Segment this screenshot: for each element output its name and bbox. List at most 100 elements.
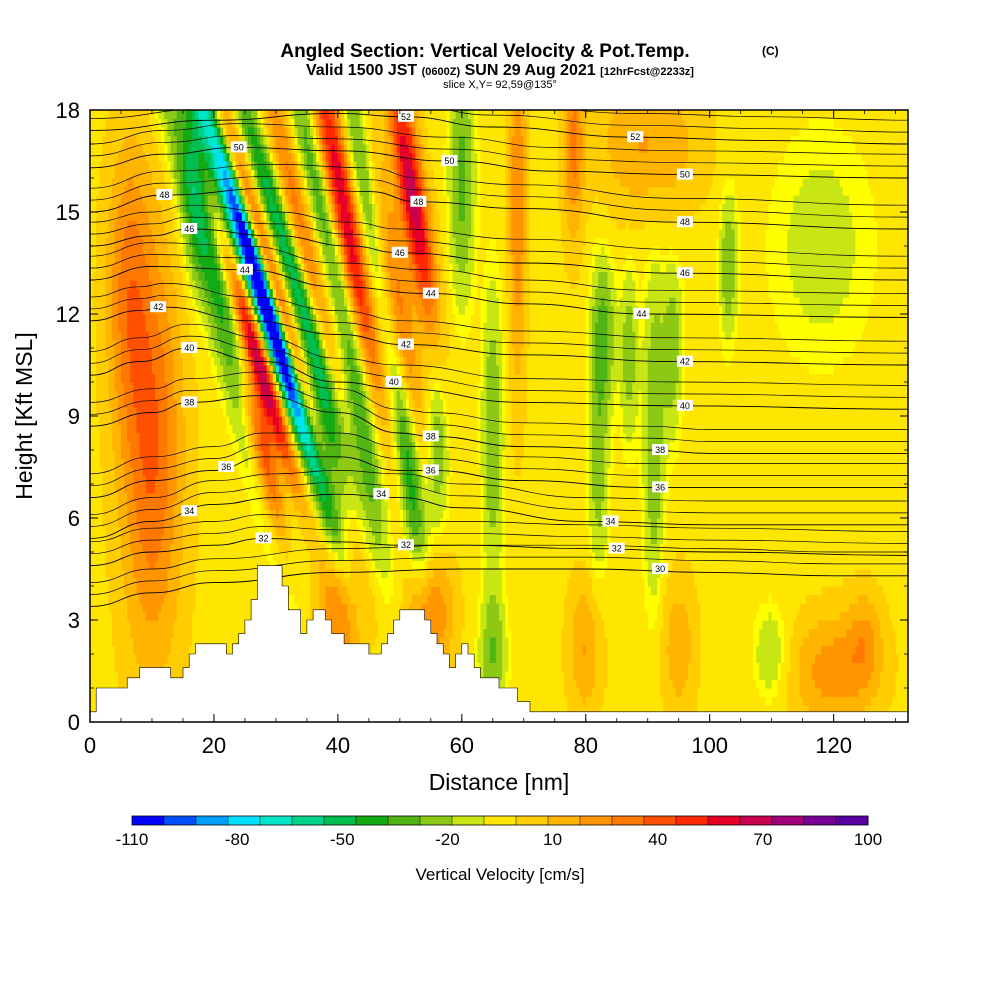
velocity-cell	[99, 280, 103, 290]
velocity-cell	[139, 118, 144, 128]
velocity-cell	[93, 110, 97, 120]
velocity-cell	[114, 450, 119, 460]
velocity-cell	[148, 186, 153, 196]
velocity-cell	[130, 144, 134, 154]
velocity-cell	[151, 356, 156, 366]
velocity-cell	[111, 280, 116, 290]
velocity-cell	[139, 127, 144, 137]
velocity-cell	[155, 577, 159, 587]
velocity-cell	[136, 356, 141, 366]
velocity-cell	[102, 339, 107, 349]
velocity-cell	[148, 280, 153, 290]
velocity-cell	[108, 526, 113, 536]
velocity-cell	[127, 305, 131, 315]
velocity-cell	[133, 390, 138, 400]
velocity-cell	[145, 467, 150, 477]
velocity-cell	[158, 603, 162, 613]
velocity-cell	[127, 339, 131, 349]
velocity-cell	[151, 339, 156, 349]
velocity-cell	[96, 671, 100, 681]
velocity-cell	[105, 637, 110, 647]
velocity-cell	[139, 195, 144, 205]
velocity-cell	[99, 416, 103, 426]
velocity-cell	[145, 348, 150, 358]
velocity-cell	[148, 169, 153, 179]
velocity-cell	[99, 144, 103, 154]
velocity-cell	[117, 280, 122, 290]
velocity-cell	[142, 450, 147, 460]
velocity-cell	[130, 416, 134, 426]
velocity-cell	[145, 280, 150, 290]
velocity-cell	[151, 322, 156, 332]
velocity-cell	[148, 127, 153, 137]
velocity-cell	[117, 195, 122, 205]
velocity-cell	[139, 467, 144, 477]
velocity-cell	[148, 144, 153, 154]
velocity-cell	[155, 611, 159, 621]
velocity-cell	[117, 382, 122, 392]
velocity-cell	[120, 620, 125, 630]
velocity-cell	[96, 484, 100, 494]
velocity-cell	[120, 195, 125, 205]
velocity-cell	[151, 543, 156, 553]
velocity-cell	[108, 229, 113, 239]
velocity-cell	[105, 229, 110, 239]
velocity-cell	[96, 518, 100, 528]
velocity-cell	[155, 424, 159, 434]
velocity-cell	[145, 518, 150, 528]
velocity-cell	[145, 407, 150, 417]
subtitle-valid: Valid 1500 JST	[306, 62, 417, 79]
velocity-cell	[108, 186, 113, 196]
velocity-cell	[102, 450, 107, 460]
velocity-cell	[148, 203, 153, 213]
velocity-cell	[158, 118, 162, 128]
velocity-cell	[120, 263, 125, 273]
velocity-cell	[114, 373, 119, 383]
velocity-cell	[105, 552, 110, 562]
velocity-cell	[145, 186, 150, 196]
velocity-cell	[148, 229, 153, 239]
velocity-cell	[151, 577, 156, 587]
velocity-cell	[155, 237, 159, 247]
velocity-cell	[133, 560, 138, 570]
velocity-cell	[139, 331, 144, 341]
velocity-cell	[142, 263, 147, 273]
velocity-cell	[96, 441, 100, 451]
velocity-cell	[120, 331, 125, 341]
velocity-cell	[139, 373, 144, 383]
velocity-cell	[148, 552, 153, 562]
velocity-cell	[136, 339, 141, 349]
velocity-cell	[145, 611, 150, 621]
velocity-cell	[142, 246, 147, 256]
velocity-cell	[133, 305, 138, 315]
velocity-cell	[114, 314, 119, 324]
velocity-cell	[136, 484, 141, 494]
velocity-cell	[124, 679, 128, 689]
velocity-cell	[102, 603, 107, 613]
velocity-cell	[99, 169, 103, 179]
velocity-field	[90, 110, 908, 722]
velocity-cell	[127, 543, 131, 553]
velocity-cell	[139, 645, 144, 655]
velocity-cell	[158, 577, 162, 587]
velocity-cell	[145, 399, 150, 409]
velocity-cell	[93, 603, 97, 613]
velocity-cell	[124, 586, 128, 596]
velocity-cell	[111, 348, 116, 358]
velocity-cell	[96, 169, 100, 179]
velocity-cell	[120, 399, 125, 409]
velocity-cell	[155, 390, 159, 400]
velocity-cell	[124, 331, 128, 341]
velocity-cell	[108, 484, 113, 494]
velocity-cell	[96, 603, 100, 613]
velocity-cell	[130, 322, 134, 332]
velocity-cell	[90, 135, 94, 145]
velocity-cell	[133, 144, 138, 154]
velocity-cell	[133, 535, 138, 545]
velocity-cell	[139, 237, 144, 247]
velocity-cell	[120, 152, 125, 162]
velocity-cell	[142, 203, 147, 213]
velocity-cell	[145, 254, 150, 264]
velocity-cell	[155, 603, 159, 613]
velocity-cell	[133, 382, 138, 392]
